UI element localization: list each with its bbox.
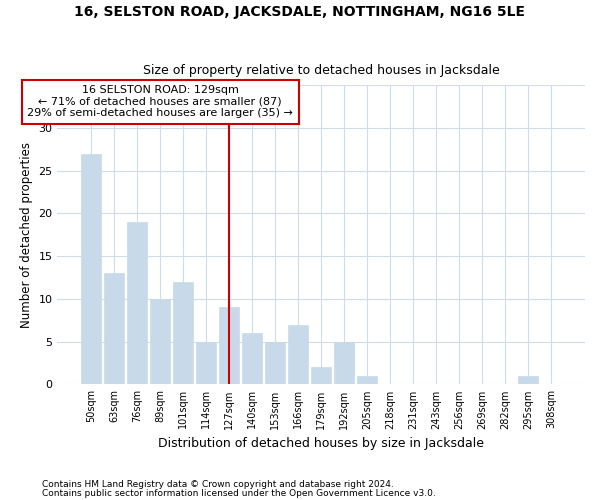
X-axis label: Distribution of detached houses by size in Jacksdale: Distribution of detached houses by size … [158, 437, 484, 450]
Bar [151, 299, 170, 384]
Bar [104, 274, 124, 384]
Bar [196, 342, 216, 384]
Y-axis label: Number of detached properties: Number of detached properties [20, 142, 33, 328]
Bar [173, 282, 193, 384]
Bar [518, 376, 538, 384]
Bar [242, 333, 262, 384]
Bar [289, 324, 308, 384]
Text: 16, SELSTON ROAD, JACKSDALE, NOTTINGHAM, NG16 5LE: 16, SELSTON ROAD, JACKSDALE, NOTTINGHAM,… [74, 5, 526, 19]
Text: 16 SELSTON ROAD: 129sqm
← 71% of detached houses are smaller (87)
29% of semi-de: 16 SELSTON ROAD: 129sqm ← 71% of detache… [27, 85, 293, 118]
Bar [127, 222, 147, 384]
Bar [220, 308, 239, 384]
Text: Contains HM Land Registry data © Crown copyright and database right 2024.: Contains HM Land Registry data © Crown c… [42, 480, 394, 489]
Bar [82, 154, 101, 384]
Text: Contains public sector information licensed under the Open Government Licence v3: Contains public sector information licen… [42, 488, 436, 498]
Bar [311, 368, 331, 384]
Bar [358, 376, 377, 384]
Bar [265, 342, 285, 384]
Title: Size of property relative to detached houses in Jacksdale: Size of property relative to detached ho… [143, 64, 500, 77]
Bar [334, 342, 354, 384]
